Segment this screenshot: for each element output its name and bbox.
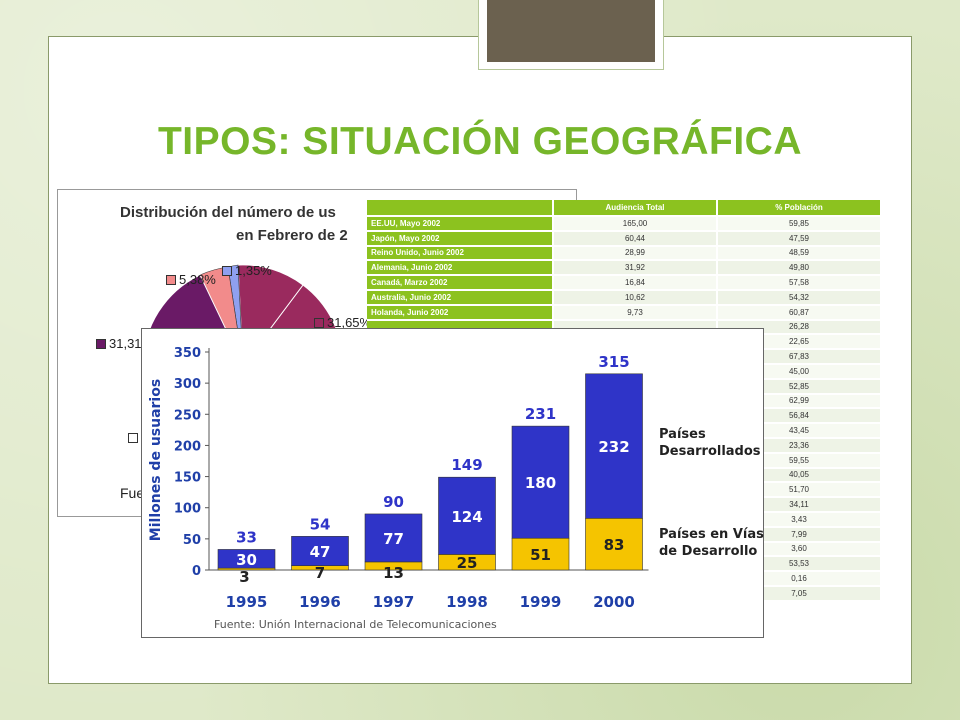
pie-label-31-65: 31,65% bbox=[314, 315, 371, 330]
table-cell-population: 60,87 bbox=[717, 304, 882, 321]
table-cell-audience: 60,44 bbox=[553, 230, 718, 247]
table-header-audience: Audiencia Total bbox=[553, 200, 718, 217]
bar-developing-label: 83 bbox=[604, 536, 625, 554]
x-tick-label: 1999 bbox=[520, 593, 562, 611]
bar-developing-1999 bbox=[511, 537, 570, 571]
table-cell-population: 48,59 bbox=[717, 245, 882, 262]
table-header-population: % Población bbox=[717, 200, 882, 217]
table-cell-audience: 28,99 bbox=[553, 245, 718, 262]
y-tick-label: 150 bbox=[174, 471, 201, 486]
pie-footnote: Fue bbox=[120, 485, 145, 501]
table-cell-country: Reino Unido, Junio 2002 bbox=[367, 245, 554, 262]
table-cell-audience: 16,84 bbox=[553, 275, 718, 291]
pie-swatch-5-38 bbox=[166, 274, 176, 285]
bar-developing-label: 51 bbox=[530, 546, 551, 564]
bar-developed-1999 bbox=[511, 425, 570, 539]
pie-label-text: 31,31 bbox=[109, 336, 142, 351]
table-cell-country: EE.UU, Mayo 2002 bbox=[367, 216, 554, 232]
x-tick-label: 2000 bbox=[593, 593, 635, 611]
legend-developed-line2: Desarrollados bbox=[659, 444, 761, 459]
x-tick-label: 1996 bbox=[299, 593, 341, 611]
table-header-country bbox=[367, 200, 554, 217]
bar-total-label: 315 bbox=[598, 353, 629, 371]
bar-developing-label: 3 bbox=[239, 568, 249, 586]
title-tab-block bbox=[487, 0, 655, 62]
bar-developed-label: 77 bbox=[383, 530, 404, 548]
pie-label-text: 5,38% bbox=[179, 272, 216, 287]
pie-title-line1: Distribución del número de us bbox=[120, 204, 336, 221]
bar-developed-1997 bbox=[364, 513, 423, 563]
pie-legend-swatch bbox=[128, 432, 138, 443]
title-tab-decoration bbox=[478, 0, 664, 70]
pie-title-line2: en Febrero de 2 bbox=[236, 227, 348, 244]
pie-label-1-35: 1,35% bbox=[222, 263, 272, 278]
table-cell-country: Japón, Mayo 2002 bbox=[367, 230, 554, 247]
bar-developing-label: 13 bbox=[383, 564, 404, 582]
bar-chart-svg: 0 50 100 150 200 250 300 350 Millones de usuario… bbox=[148, 346, 764, 631]
table-cell-population: 57,58 bbox=[717, 275, 882, 291]
bar-total-label: 231 bbox=[525, 405, 556, 423]
y-tick-label: 200 bbox=[174, 439, 201, 454]
table-cell-population: 54,32 bbox=[717, 289, 882, 306]
pie-label-5-38: 5,38% bbox=[166, 272, 216, 287]
table-cell-population: 59,85 bbox=[717, 216, 882, 232]
y-tick-label: 350 bbox=[174, 346, 201, 361]
table-row: EE.UU, Mayo 2002 165,00 59,85 bbox=[367, 216, 882, 232]
x-tick-label: 1995 bbox=[226, 593, 268, 611]
bar-developed-label: 30 bbox=[236, 551, 257, 569]
bar-developed-label: 232 bbox=[598, 438, 629, 456]
table-cell-country: Holanda, Junio 2002 bbox=[367, 304, 554, 321]
table-row: Alemania, Junio 2002 31,92 49,80 bbox=[367, 260, 882, 277]
legend-developing-line1: Países en Vías bbox=[659, 527, 764, 542]
pie-label-text: 31,65% bbox=[327, 315, 372, 330]
table-header-row: Audiencia Total % Población bbox=[367, 200, 882, 217]
pie-label-31-31: 31,31 bbox=[96, 336, 142, 351]
table-row: Japón, Mayo 2002 60,44 47,59 bbox=[367, 230, 882, 247]
pie-swatch-1-35 bbox=[222, 265, 232, 276]
bar-total-label: 54 bbox=[310, 515, 331, 533]
table-cell-country: Australia, Junio 2002 bbox=[367, 289, 554, 306]
bar-developed-2000 bbox=[585, 373, 643, 519]
legend-developing-line2: de Desarrollo bbox=[659, 544, 757, 559]
slide-title: TIPOS: SITUACIÓN GEOGRÁFICA bbox=[157, 120, 802, 163]
table-cell-audience: 31,92 bbox=[553, 260, 718, 277]
table-cell-audience: 10,62 bbox=[553, 289, 718, 306]
y-axis-label: Millones de usuarios bbox=[148, 379, 164, 541]
x-tick-label: 1997 bbox=[373, 593, 415, 611]
table-cell-population: 47,59 bbox=[717, 230, 882, 247]
pie-swatch-31-31 bbox=[96, 338, 106, 349]
y-tick-label: 100 bbox=[174, 502, 201, 517]
bar-total-label: 149 bbox=[451, 456, 482, 474]
pie-swatch-31-65 bbox=[314, 317, 324, 328]
table-cell-country: Alemania, Junio 2002 bbox=[367, 260, 554, 277]
bar-total-label: 90 bbox=[383, 493, 404, 511]
bar-total-label: 33 bbox=[236, 528, 257, 546]
y-tick-label: 300 bbox=[174, 377, 201, 392]
bar-developed-label: 47 bbox=[310, 543, 331, 561]
bar-developed-1995 bbox=[217, 549, 276, 569]
legend-developed-line1: Países bbox=[659, 427, 706, 442]
bar-developing-2000 bbox=[585, 518, 643, 571]
bar-developed-label: 124 bbox=[451, 508, 482, 526]
x-tick-label: 1998 bbox=[446, 593, 488, 611]
y-tick-label: 250 bbox=[174, 408, 201, 423]
table-row: Holanda, Junio 2002 9,73 60,87 bbox=[367, 304, 882, 321]
table-cell-population: 49,80 bbox=[717, 260, 882, 277]
table-cell-audience: 165,00 bbox=[553, 216, 718, 232]
table-row: Australia, Junio 2002 10,62 54,32 bbox=[367, 289, 882, 306]
y-tick-label: 50 bbox=[183, 533, 201, 548]
bar-developing-label: 7 bbox=[315, 564, 325, 582]
bar-developed-label: 180 bbox=[525, 474, 556, 492]
bar-chart-panel: 0 50 100 150 200 250 300 350 Millones de usuario… bbox=[141, 328, 764, 638]
chart-source: Fuente: Unión Internacional de Telecomun… bbox=[214, 618, 497, 631]
table-row: Canadá, Marzo 2002 16,84 57,58 bbox=[367, 275, 882, 291]
pie-label-text: 1,35% bbox=[235, 263, 272, 278]
table-cell-audience: 9,73 bbox=[553, 304, 718, 321]
y-tick-label: 0 bbox=[192, 564, 201, 579]
bar-developing-label: 25 bbox=[457, 554, 478, 572]
bar-developed-1998 bbox=[438, 476, 496, 555]
table-cell-country: Canadá, Marzo 2002 bbox=[367, 275, 554, 291]
bar-developed-1996 bbox=[291, 536, 349, 566]
table-row: Reino Unido, Junio 2002 28,99 48,59 bbox=[367, 245, 882, 262]
